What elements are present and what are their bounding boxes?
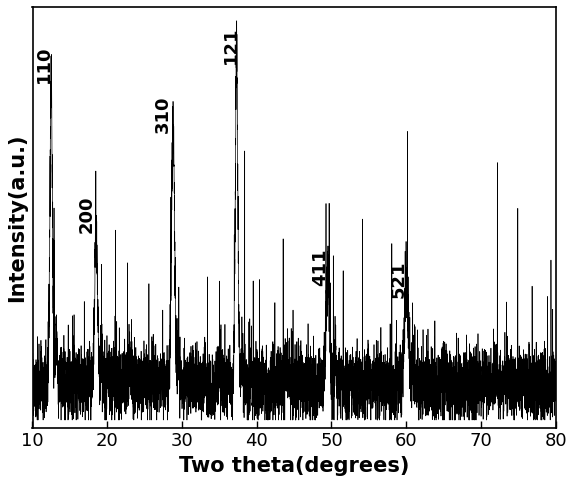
Text: 411: 411 — [311, 249, 329, 286]
Text: 310: 310 — [154, 96, 172, 133]
Text: 200: 200 — [77, 195, 95, 233]
Text: 110: 110 — [34, 46, 53, 84]
Text: 521: 521 — [390, 260, 408, 298]
Text: 121: 121 — [222, 27, 239, 64]
X-axis label: Two theta(degrees): Two theta(degrees) — [179, 456, 409, 476]
Y-axis label: Intensity(a.u.): Intensity(a.u.) — [7, 133, 27, 301]
